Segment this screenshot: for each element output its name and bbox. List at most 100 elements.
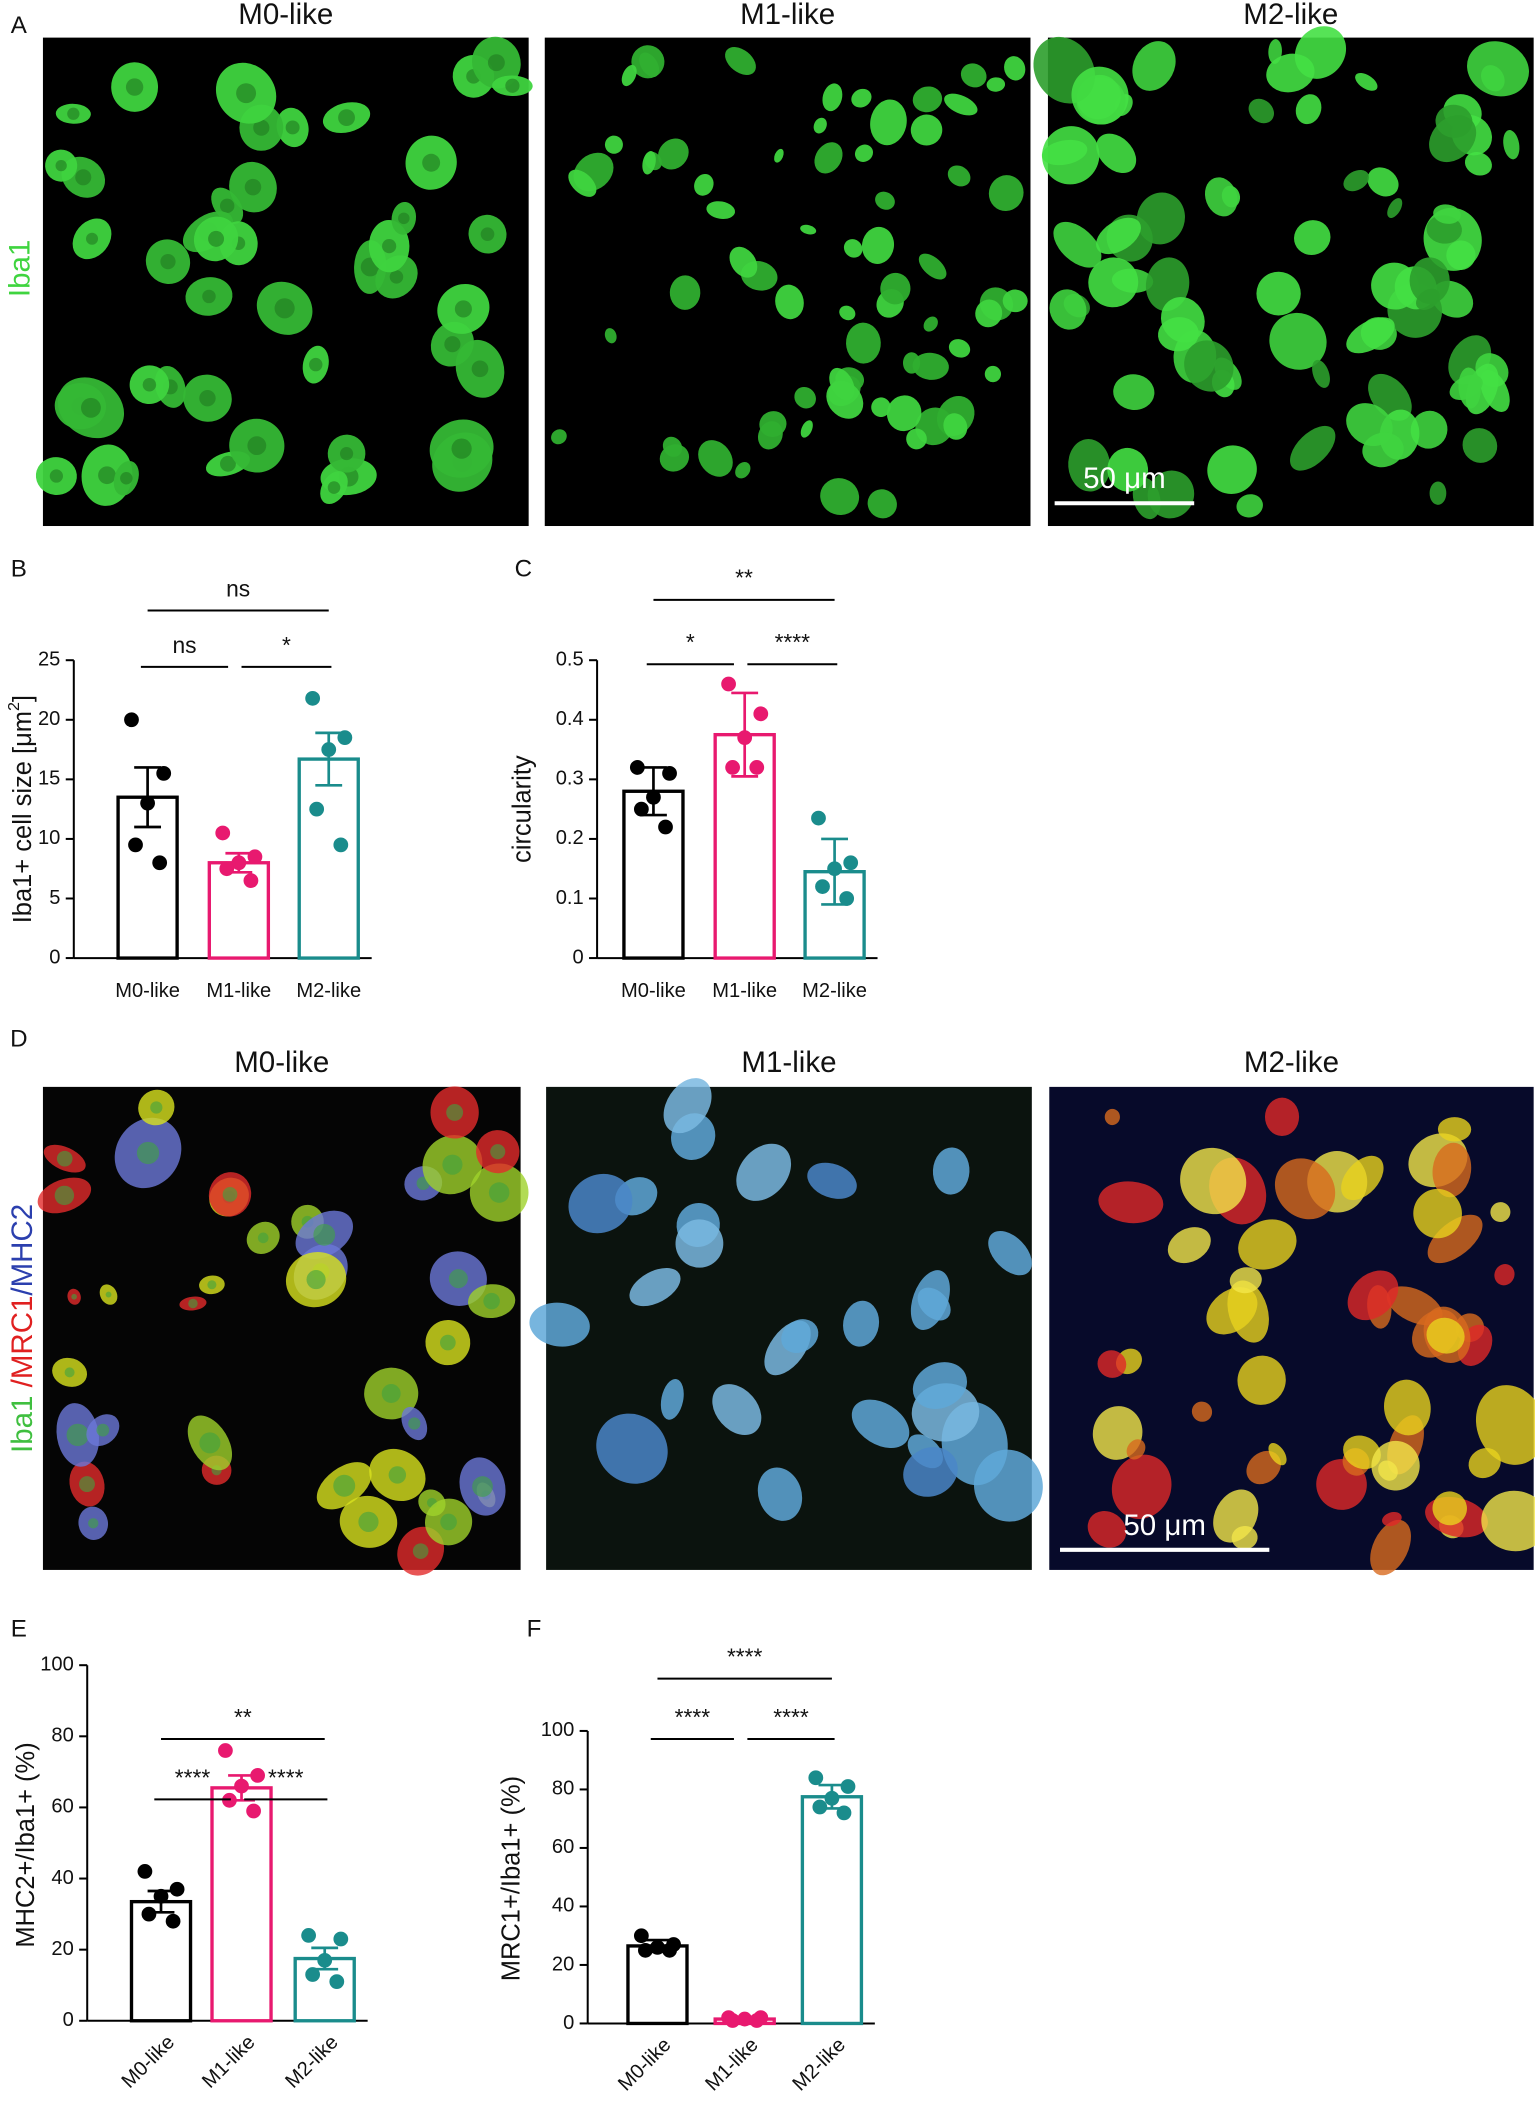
cell [843,1300,880,1347]
data-point [124,712,139,728]
cell-nucleus [55,159,67,172]
significance-label: **** [775,629,811,655]
cell [1294,220,1331,256]
cell-nucleus [236,83,257,104]
cell-nucleus [398,212,410,225]
cell [875,191,895,210]
x-tick-label: M0-like [621,980,686,1002]
cell-nucleus [75,169,92,186]
cell [988,1230,1032,1276]
data-point [309,801,325,817]
cell [1180,1147,1247,1215]
cell-nucleus [188,1298,198,1309]
cell [1266,53,1315,93]
cell [1256,271,1301,316]
cell [642,150,656,175]
cell-nucleus [388,1466,407,1484]
data-point [337,730,353,746]
y-axis-label: MHC2+/Iba1+ (%) [12,1742,40,1947]
stain-label-part: Iba1 [6,1396,39,1453]
cell [854,144,874,162]
data-point [737,730,753,746]
cell [1132,41,1176,91]
cell [871,397,891,417]
bar [129,1899,193,2023]
cell [1053,221,1102,268]
data-point [737,2011,753,2027]
cell-nucleus [327,481,341,494]
cell [975,299,1003,328]
x-tick-label: M1-like [712,980,777,1002]
cell [1269,312,1327,370]
y-axis-label: Iba1+ cell size [μm2] [5,695,36,923]
cell-nucleus [253,119,270,136]
stain-label-part: /MHC2 [6,1204,39,1296]
cell [1490,1202,1511,1223]
cell-nucleus [142,377,157,392]
cell [1371,1440,1420,1491]
cell-nucleus [208,230,225,247]
cell [1384,1379,1431,1436]
data-point [219,861,235,877]
cell [1458,367,1481,409]
cell [861,226,895,264]
y-axis-label-part: circularity [508,755,536,863]
y-tick-label: 100 [40,1654,74,1676]
y-tick-label: 20 [38,708,60,730]
cell [1382,1511,1402,1527]
cell [903,1447,958,1497]
cell [1370,1519,1411,1576]
bar-chart: 0 0.1 0.2 0.3 0.4 0.5 circularity M0-like M1-lik… [508,565,878,1002]
y-axis-label: MRC1+/Iba1+ (%) [497,1776,525,1981]
significance-label: **** [727,1644,763,1670]
cell [973,1449,1043,1522]
cell [1464,152,1492,176]
cell [596,1413,668,1484]
panel-label: C [515,556,532,583]
cell [669,275,701,310]
cell [1113,374,1155,411]
cell [1126,1439,1146,1460]
cell-nucleus [338,109,355,127]
data-point [140,795,155,811]
data-point [234,1778,249,1794]
cell [932,1147,970,1195]
cell [736,1143,792,1201]
cell-nucleus [487,54,505,72]
image-title: M0-like [234,1046,329,1079]
cell [657,138,689,170]
data-point [247,849,263,865]
cell [880,272,911,305]
cell-nucleus [120,472,133,485]
image-title: M0-like [238,0,333,31]
cell-nucleus [202,289,216,304]
data-point [753,706,769,722]
cell-nucleus [98,466,116,485]
cell [551,429,567,445]
y-tick-label: 80 [51,1725,73,1747]
cell [1160,297,1205,343]
cell [1236,494,1263,518]
cell-nucleus [382,239,397,254]
bar-chart: 0 5 10 15 20 25 Iba1+ cell size [μm2] M0-like M1… [5,575,372,1002]
cell [1191,1401,1213,1422]
cell [757,1467,803,1521]
cell [631,45,665,79]
cell-nucleus [381,1384,401,1403]
cell [663,1078,712,1134]
data-point [156,766,172,781]
cell-nucleus [105,1291,112,1298]
cell [1367,167,1399,197]
data-point [725,760,740,775]
cell [820,478,860,516]
cell-nucleus [408,1417,421,1430]
cell [1362,432,1404,468]
cell [659,444,690,472]
cell-nucleus [306,1270,326,1290]
cell [948,339,971,358]
cell [910,1270,950,1330]
y-tick-label: 40 [51,1867,73,1889]
cell [794,386,816,409]
cell [1429,481,1447,505]
cell [846,322,881,364]
